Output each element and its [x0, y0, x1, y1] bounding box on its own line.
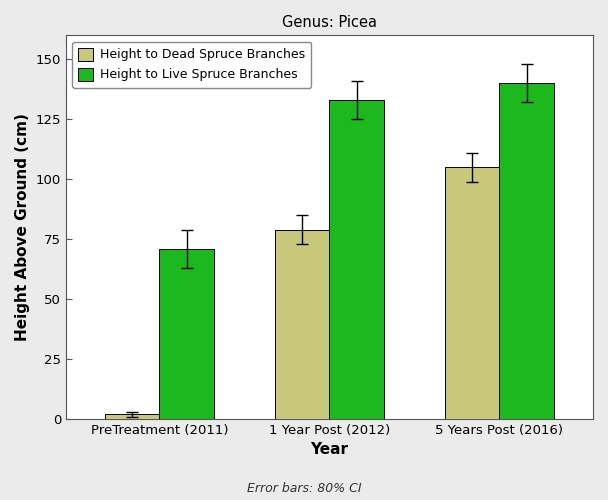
Bar: [275, 230, 330, 419]
Y-axis label: Height Above Ground (cm): Height Above Ground (cm): [15, 114, 30, 341]
Bar: [500, 84, 554, 419]
Bar: [330, 100, 384, 419]
Bar: [445, 167, 500, 419]
Legend: Height to Dead Spruce Branches, Height to Live Spruce Branches: Height to Dead Spruce Branches, Height t…: [72, 42, 311, 88]
Text: Error bars: 80% CI: Error bars: 80% CI: [247, 482, 361, 495]
Bar: [159, 249, 214, 419]
Bar: [105, 414, 159, 419]
X-axis label: Year: Year: [311, 442, 348, 458]
Title: Genus: Picea: Genus: Picea: [282, 15, 377, 30]
